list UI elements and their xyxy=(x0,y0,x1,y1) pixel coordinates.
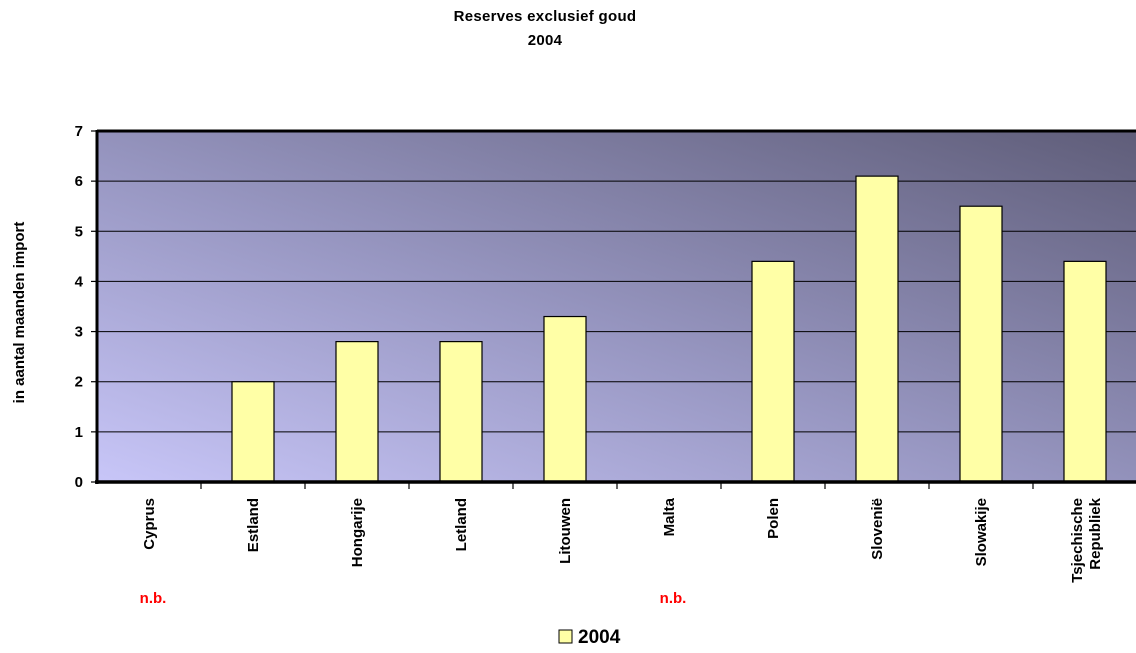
y-tick-label: 4 xyxy=(75,273,84,290)
x-tick-label: Polen xyxy=(765,498,782,539)
x-tick-label: Litouwen xyxy=(557,498,574,564)
y-tick-label: 2 xyxy=(75,374,83,391)
annotation-nb: n.b. xyxy=(660,590,687,607)
legend-swatch xyxy=(558,629,573,644)
x-tick-label: Hongarije xyxy=(349,498,366,567)
bar-tsjechische-republiek xyxy=(1063,260,1107,483)
x-tick-label: TsjechischeRepubliek xyxy=(1069,497,1104,582)
legend-label: 2004 xyxy=(578,627,621,648)
y-tick-label: 5 xyxy=(75,223,83,240)
y-tick-label: 6 xyxy=(75,173,83,190)
bar-hongarije xyxy=(335,341,379,483)
y-tick-label: 3 xyxy=(75,324,83,341)
bar-polen xyxy=(751,260,795,483)
bar-estland xyxy=(231,381,275,483)
y-tick-label: 0 xyxy=(75,474,83,491)
chart-subtitle: 2004 xyxy=(527,32,563,49)
bar-litouwen xyxy=(543,315,587,483)
x-tick-label: Slovenië xyxy=(869,498,886,560)
y-tick-label: 1 xyxy=(75,424,83,441)
annotation-nb: n.b. xyxy=(140,590,167,607)
x-tick-label: Cyprus xyxy=(141,498,158,550)
chart-title: Reserves exclusief goud xyxy=(453,8,637,25)
bar-letland xyxy=(439,341,483,483)
bar-slowakije xyxy=(959,205,1003,483)
x-tick-label: Letland xyxy=(453,498,470,551)
bar-sloveni- xyxy=(855,175,899,483)
x-tick-label: Slowakije xyxy=(973,498,990,566)
x-tick-label: Malta xyxy=(661,497,678,536)
x-tick-label: Estland xyxy=(245,498,262,552)
y-axis-label: in aantal maanden import xyxy=(11,222,28,404)
y-tick-label: 7 xyxy=(75,123,83,140)
